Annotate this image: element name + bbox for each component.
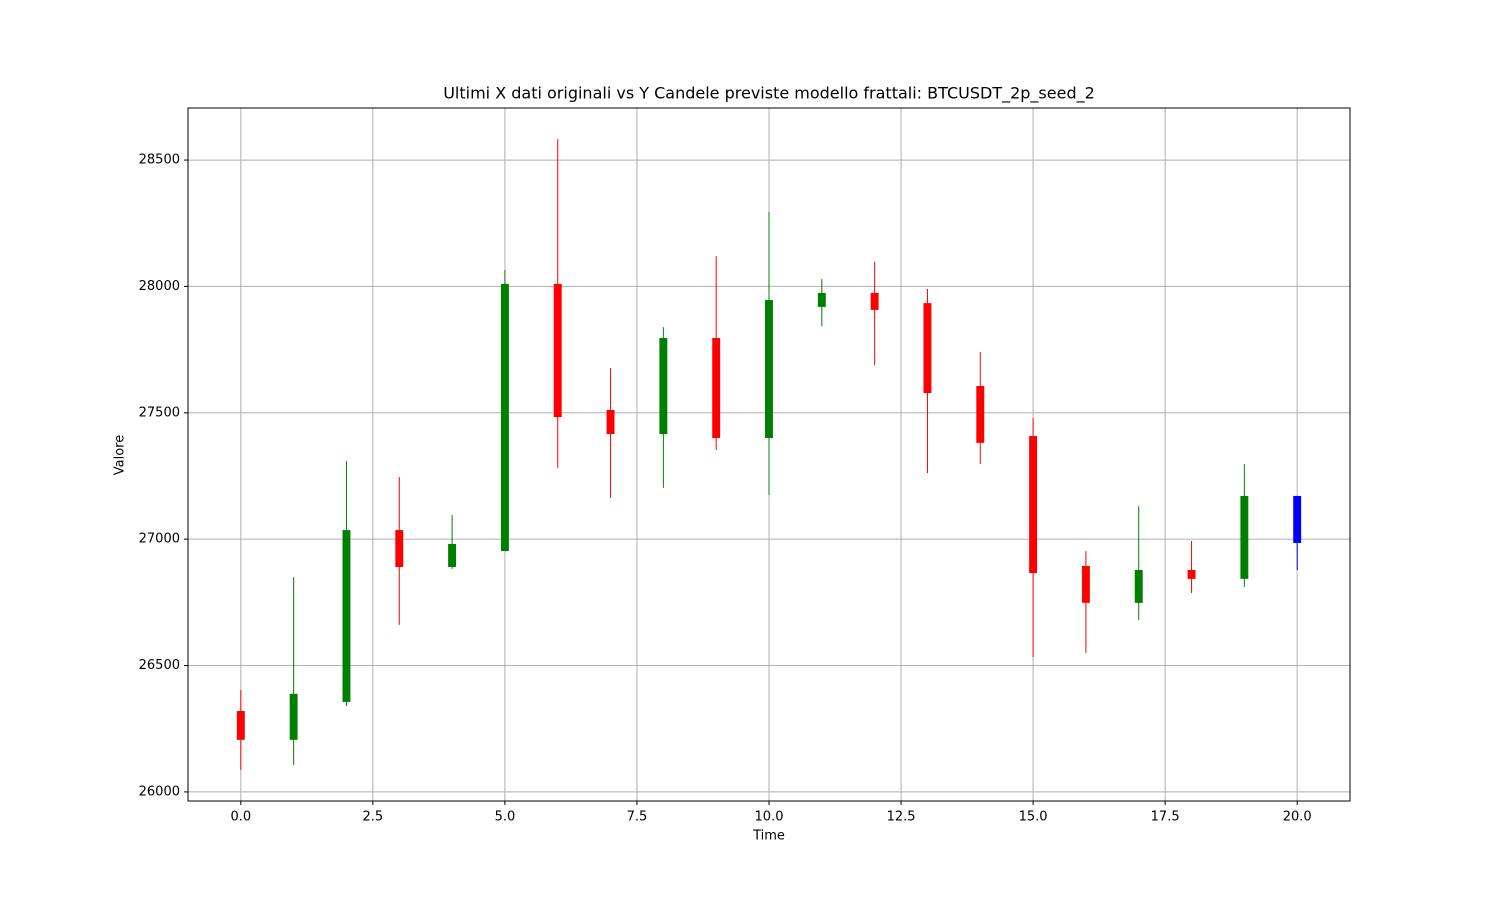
candle-body	[289, 693, 298, 740]
candle-body	[1081, 565, 1090, 603]
candle-body	[500, 283, 509, 552]
y-tick-label: 28500	[139, 153, 180, 168]
candle-body	[236, 711, 245, 740]
x-axis-label: Time	[752, 829, 785, 844]
y-tick-label: 26000	[139, 784, 180, 799]
x-tick-label: 20.0	[1283, 810, 1312, 825]
x-tick-label: 5.0	[495, 810, 516, 825]
plot-frame	[187, 107, 1351, 802]
y-tick-label: 27000	[139, 532, 180, 547]
candle-body	[923, 303, 932, 394]
y-tick-label: 28000	[139, 279, 180, 294]
x-tick-label: 7.5	[627, 810, 648, 825]
candle-body	[395, 530, 404, 567]
candle-body	[606, 410, 615, 435]
chart-title: Ultimi X dati originali vs Y Candele pre…	[443, 84, 1095, 104]
x-tick-label: 10.0	[755, 810, 784, 825]
candle-body	[1240, 495, 1249, 579]
x-tick-label: 0.0	[230, 810, 251, 825]
y-tick-label: 26500	[139, 658, 180, 673]
candle-body	[342, 530, 351, 702]
candle-body	[448, 543, 457, 567]
y-tick-label: 27500	[139, 405, 180, 420]
candle-body	[1293, 495, 1302, 543]
x-tick-label: 2.5	[363, 810, 384, 825]
candle-body	[765, 300, 773, 439]
candle-body	[870, 293, 879, 310]
candle-body	[1134, 570, 1143, 603]
candle-body	[553, 283, 562, 418]
y-axis-label: Valore	[113, 435, 128, 475]
candle-body	[712, 337, 721, 439]
x-tick-label: 17.5	[1151, 810, 1180, 825]
candle-body	[1187, 570, 1196, 579]
x-tick-label: 15.0	[1019, 810, 1048, 825]
candle-body	[817, 293, 826, 307]
candle-body	[659, 337, 668, 435]
candle-body	[976, 386, 985, 443]
candle-body	[1029, 436, 1038, 574]
x-tick-label: 12.5	[887, 810, 916, 825]
